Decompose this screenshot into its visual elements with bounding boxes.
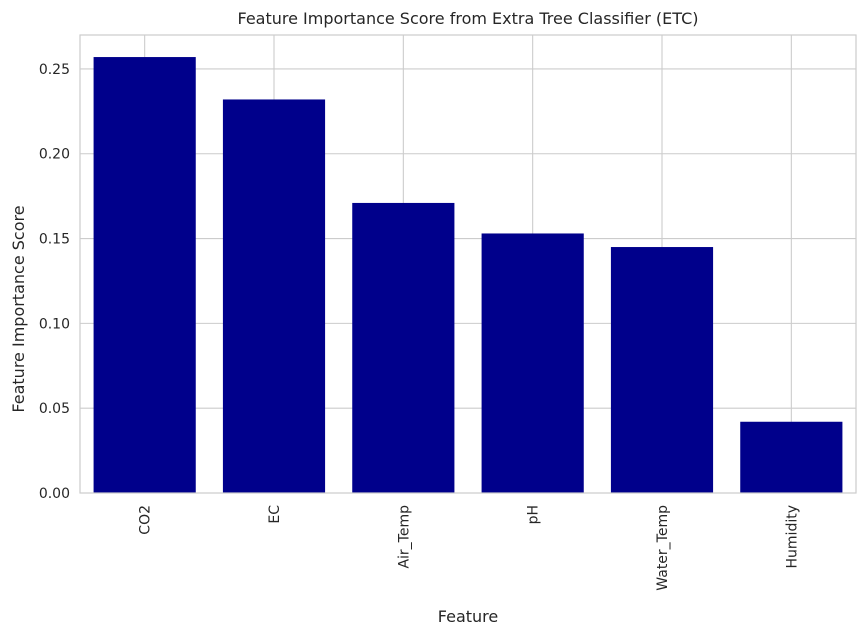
bar-ph — [481, 233, 584, 493]
x-tick-label: pH — [526, 505, 542, 524]
x-axis-label: Feature — [438, 607, 498, 626]
x-tick-label: EC — [267, 505, 283, 524]
x-tick-label: CO2 — [138, 505, 154, 535]
bar-air-temp — [352, 202, 455, 493]
bar-co2 — [93, 57, 196, 494]
y-tick-label: 0.15 — [39, 232, 70, 248]
x-tick-label: Humidity — [784, 505, 800, 568]
x-axis-ticks: CO2 EC Air_Temp pH Water_Temp Humidity — [138, 505, 801, 591]
bar-water-temp — [610, 247, 714, 493]
y-tick-label: 0.10 — [39, 316, 70, 332]
y-tick-label: 0.25 — [39, 62, 70, 78]
y-tick-label: 0.20 — [39, 147, 70, 163]
y-tick-label: 0.05 — [39, 401, 70, 417]
y-tick-label: 0.00 — [39, 486, 70, 502]
bar-ec — [222, 99, 326, 493]
x-tick-label: Air_Temp — [396, 505, 412, 569]
grid — [80, 35, 856, 494]
x-tick-label: Water_Temp — [655, 505, 671, 591]
y-axis-label: Feature Importance Score — [9, 205, 28, 412]
chart-title: Feature Importance Score from Extra Tree… — [237, 9, 698, 28]
y-axis-ticks: 0.00 0.05 0.10 0.15 0.20 0.25 — [39, 62, 70, 502]
bar-humidity — [740, 421, 843, 493]
plot-frame — [79, 34, 857, 494]
bars — [93, 57, 843, 494]
